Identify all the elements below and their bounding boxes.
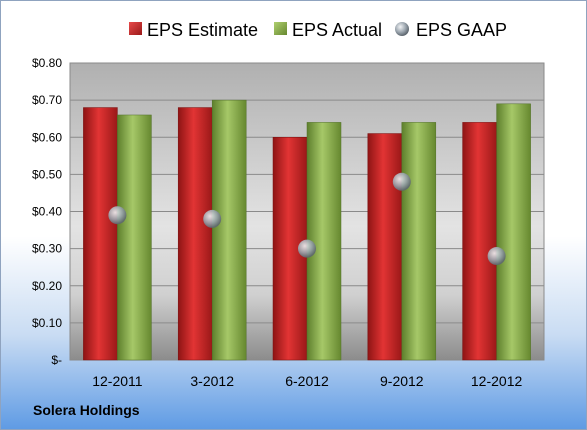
point-eps-gaap — [203, 209, 222, 228]
y-tick-label: $0.40 — [32, 205, 62, 219]
point-eps-gaap — [487, 247, 506, 266]
bar-eps-actual — [496, 103, 531, 361]
x-tick-label: 6-2012 — [285, 373, 329, 389]
point-eps-gaap — [108, 206, 127, 225]
bar-eps-actual — [211, 99, 247, 361]
legend-swatch-estimate — [129, 22, 142, 35]
y-tick-label: $0.30 — [32, 242, 62, 256]
bar-eps-actual — [117, 114, 152, 361]
x-tick-label: 3-2012 — [190, 373, 234, 389]
legend: EPS Estimate EPS Actual EPS GAAP — [129, 20, 507, 40]
y-tick-label: $0.10 — [32, 316, 62, 330]
y-tick-label: $0.20 — [32, 279, 62, 293]
bar-eps-actual — [401, 122, 437, 361]
legend-swatch-actual — [274, 22, 287, 35]
point-eps-gaap — [298, 239, 316, 258]
bar-eps-estimate — [462, 122, 497, 361]
y-tick-label: $- — [51, 353, 62, 367]
legend-label-estimate: EPS Estimate — [147, 20, 258, 40]
y-tick-label: $0.70 — [32, 93, 62, 107]
bar-eps-estimate — [177, 107, 213, 361]
y-tick-label: $0.80 — [32, 56, 62, 70]
legend-label-gaap: EPS GAAP — [416, 20, 507, 40]
y-axis: $- $0.10 $0.20 $0.30 $0.40 $0.50 $0.60 $0.70 $0.… — [32, 56, 62, 367]
point-eps-gaap — [392, 172, 411, 191]
x-tick-label: 12-2011 — [92, 373, 143, 389]
bar-eps-actual — [306, 122, 342, 361]
bar-eps-estimate — [367, 133, 403, 361]
company-name: Solera Holdings — [33, 402, 140, 418]
legend-label-actual: EPS Actual — [292, 20, 382, 40]
x-axis: 12-2011 3-2012 6-2012 9-2012 12-2012 — [92, 373, 522, 389]
legend-swatch-gaap — [395, 22, 409, 36]
y-tick-label: $0.50 — [32, 167, 62, 181]
gaap-points — [108, 172, 506, 266]
x-tick-label: 12-2012 — [471, 373, 523, 389]
y-tick-label: $0.60 — [32, 130, 62, 144]
bars — [83, 99, 531, 361]
bar-eps-estimate — [83, 107, 118, 361]
x-tick-label: 9-2012 — [380, 373, 424, 389]
